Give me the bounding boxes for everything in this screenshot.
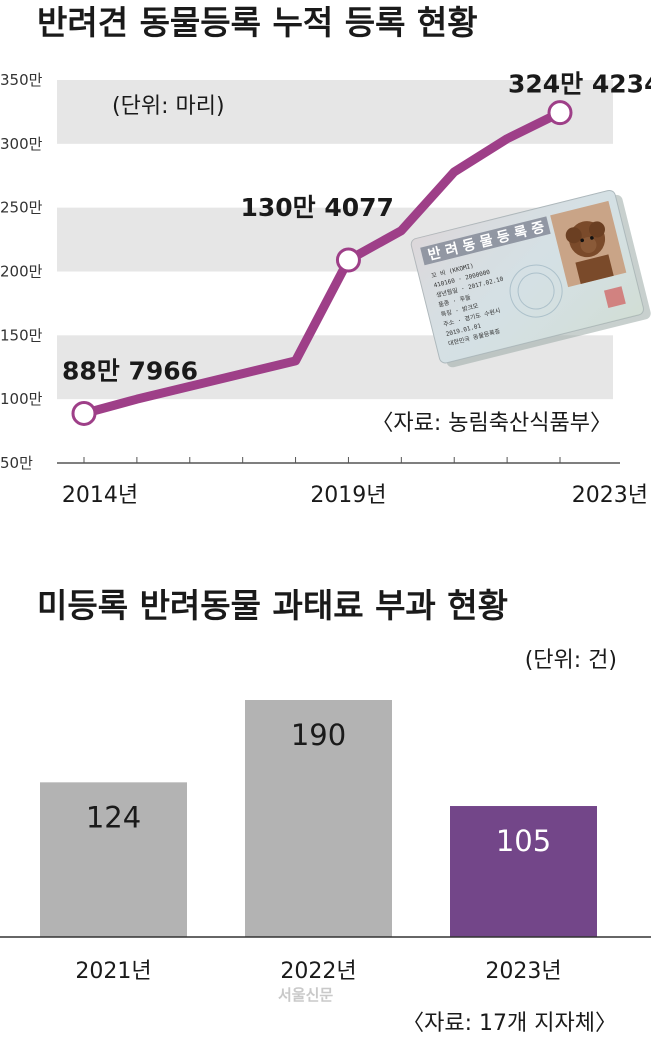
y-axis-ticks: 350만 300만 250만 200만 150만 100만 50만 [0, 71, 43, 472]
y-tick-label: 100만 [0, 390, 43, 408]
line-chart-title: 반려견 동물등록 누적 등록 현황 [37, 3, 478, 42]
data-point-markers [71, 100, 573, 426]
data-point-marker [71, 400, 97, 426]
y-tick-label: 150만 [0, 326, 43, 344]
x-tick-label: 2019년 [310, 483, 386, 508]
bar-value-label: 190 [291, 718, 346, 752]
registration-card-illustration: 반 려 동 물 등 록 증 꼬 비 (KKOMI)410160 · 200000… [410, 189, 651, 368]
data-annotation-label: 88만 7966 [62, 356, 198, 385]
bar [450, 806, 597, 937]
newspaper-logo: 서울신문 [278, 986, 333, 1004]
bar [40, 782, 187, 937]
bar-value-label: 105 [496, 824, 551, 858]
x-tick-label: 2023년 [572, 483, 648, 508]
x-tick-label: 2014년 [62, 483, 138, 508]
bar-category-labels: 2021년 2022년 2023년 [75, 959, 561, 984]
data-point-marker [547, 100, 573, 126]
data-point-marker [335, 247, 361, 273]
bar-category-label: 2023년 [485, 959, 561, 984]
y-tick-label: 300만 [0, 135, 43, 153]
data-annotation-label: 130만 4077 [240, 193, 393, 222]
bar-chart-title: 미등록 반려동물 과태료 부과 현황 [37, 586, 508, 625]
bar-category-label: 2021년 [75, 959, 151, 984]
line-series [79, 108, 565, 418]
bar [245, 700, 392, 937]
bar-category-label: 2022년 [280, 959, 356, 984]
bar-value-label: 124 [86, 800, 141, 834]
seal-stamp [603, 286, 626, 309]
bar-series: 124 190 105 [40, 700, 597, 937]
bar-unit-label: (단위: 건) [525, 648, 617, 673]
unit-label: (단위: 마리) [112, 94, 225, 119]
y-tick-label: 200만 [0, 263, 43, 281]
y-tick-label: 350만 [0, 71, 43, 89]
y-tick-label: 250만 [0, 199, 43, 217]
data-annotations: 88만 7966 130만 4077 324만 4234 [62, 70, 651, 386]
bar-source-label: 〈자료: 17개 지자체〉 [402, 1011, 617, 1036]
source-label: 〈자료: 농림축산식품부〉 [371, 411, 612, 436]
y-tick-label: 50만 [0, 454, 33, 472]
x-axis-ticks: 2014년 2019년 2023년 [62, 457, 648, 508]
data-annotation-label: 324만 4234 [508, 70, 651, 99]
